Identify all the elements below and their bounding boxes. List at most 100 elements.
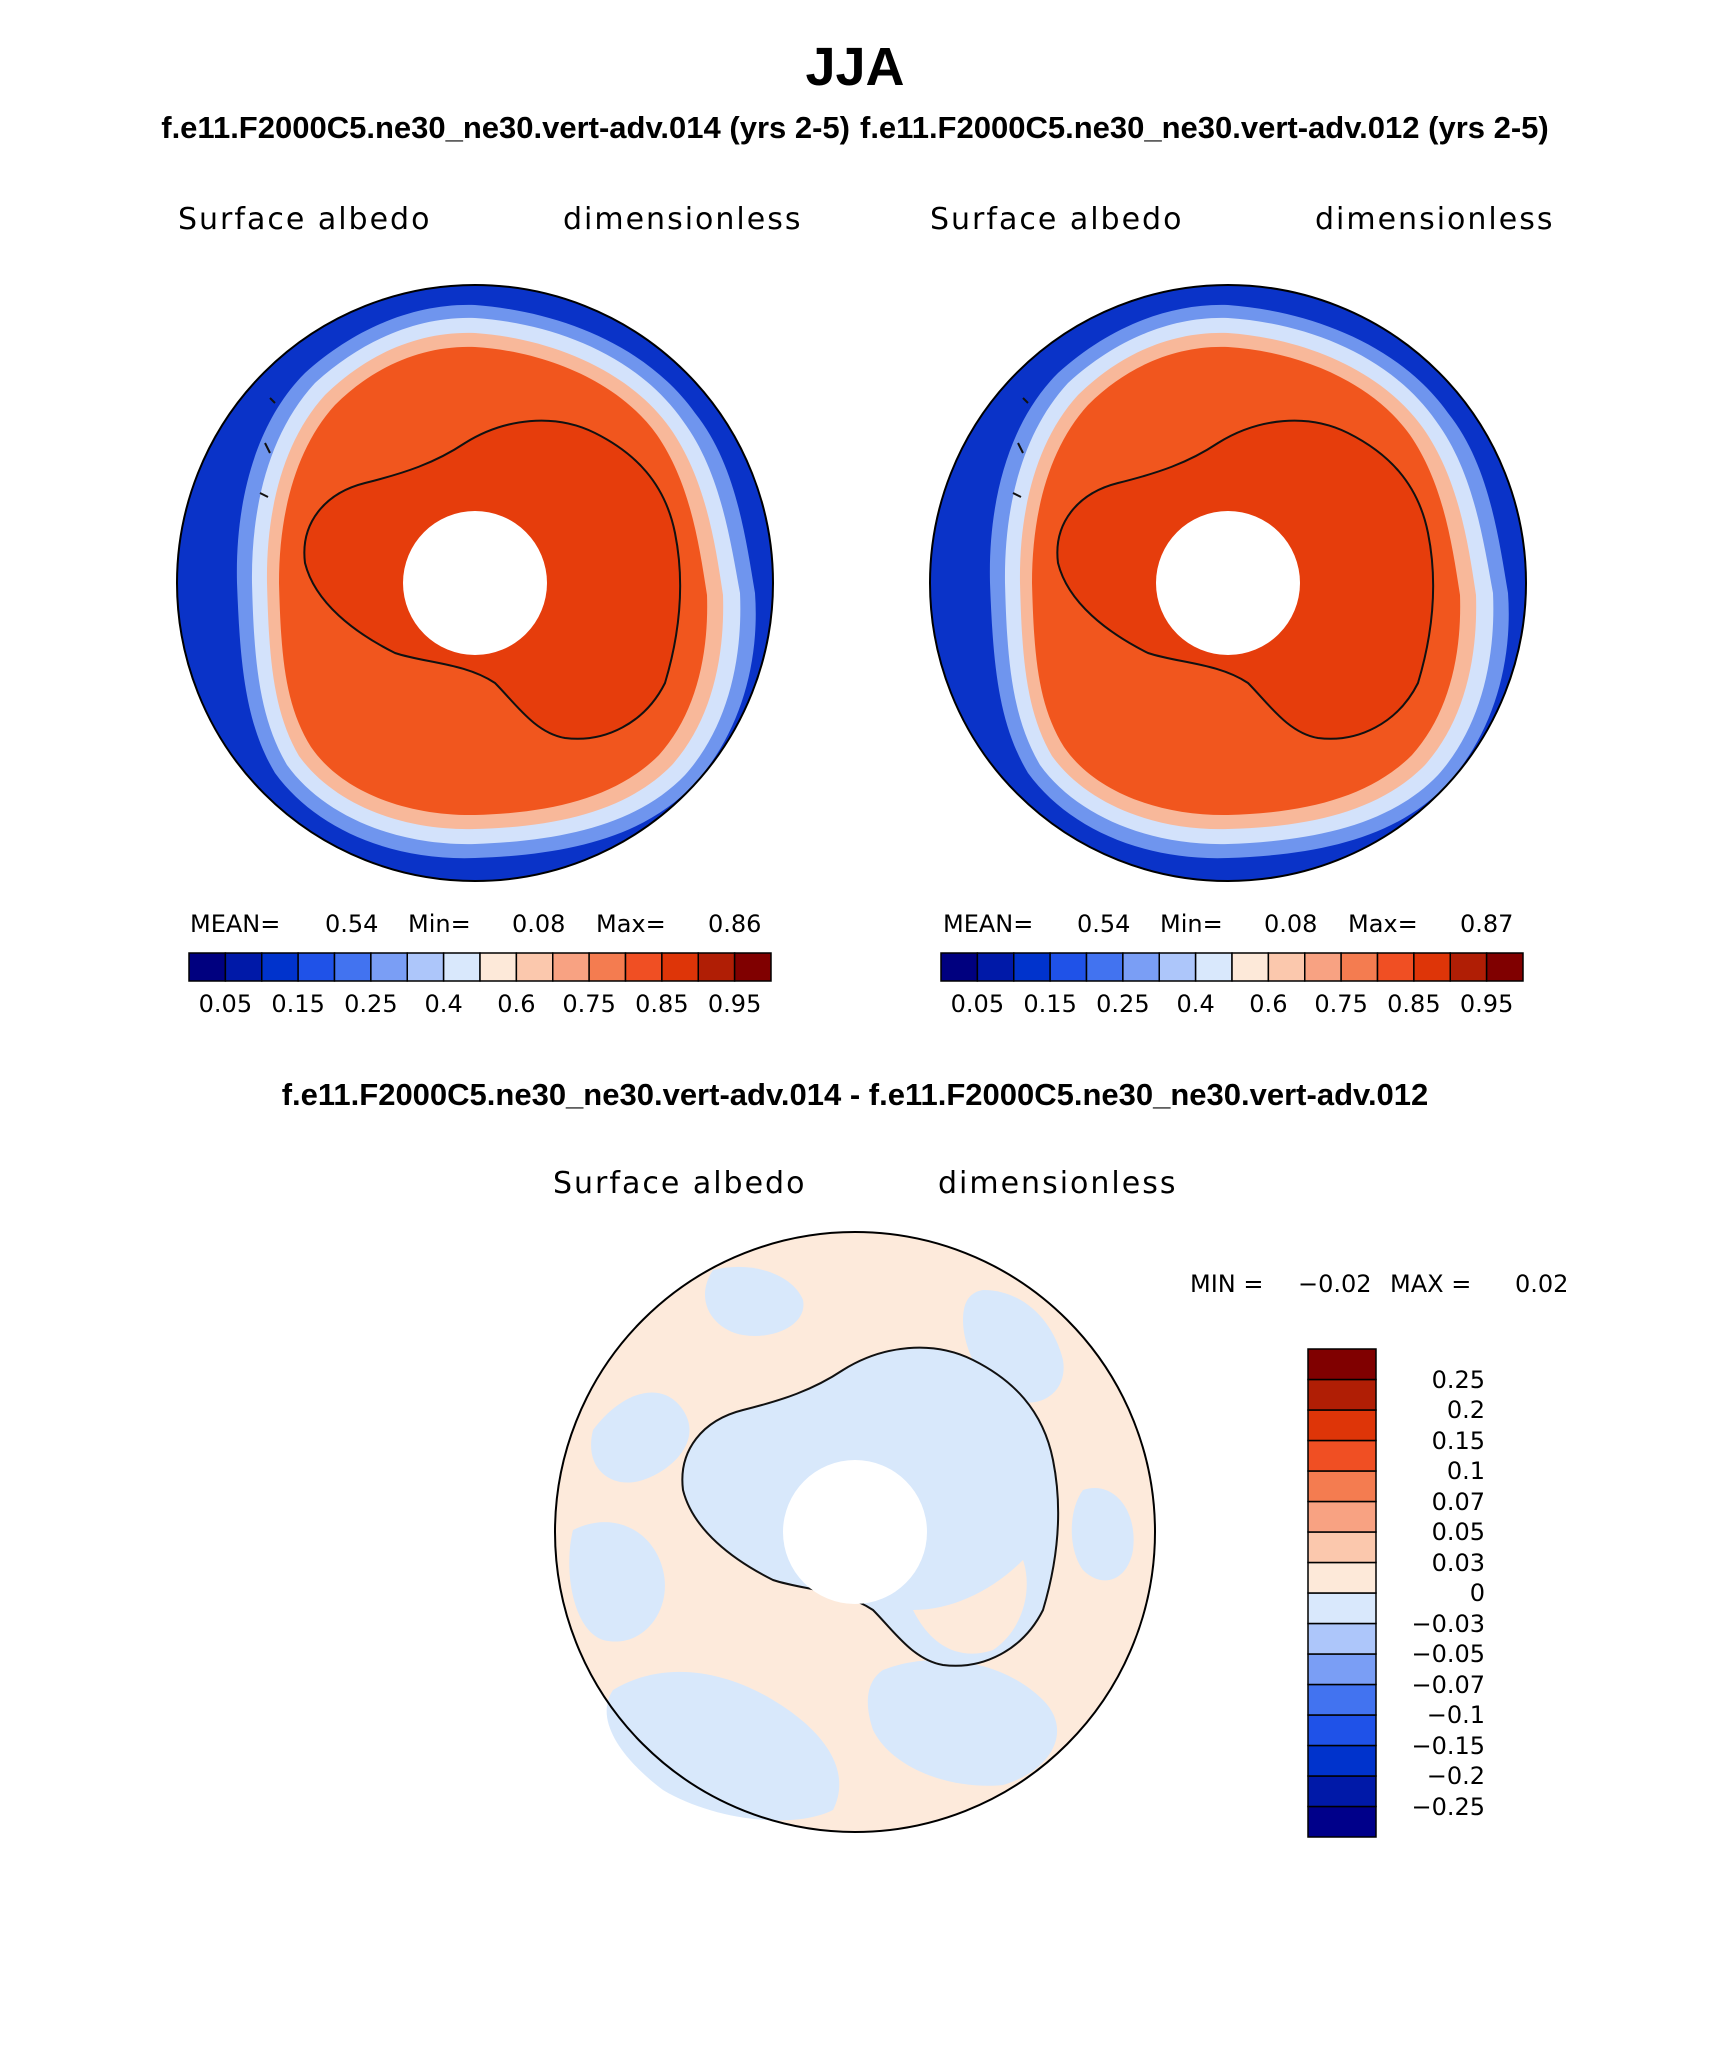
control-polar-map [929,284,1527,882]
control-min-value: 0.08 [1264,910,1318,938]
colorbar-tick-label: 0.2 [1446,1396,1485,1424]
difference-max-label: MAX = [1390,1270,1472,1298]
colorbar-swatch [1267,952,1306,982]
colorbar-swatch [1307,1683,1377,1716]
colorbar-swatch [1485,952,1524,982]
colorbar-tick-label: 0.1 [1446,1457,1485,1485]
colorbar-swatch [976,952,1015,982]
colorbar-swatch [1307,1775,1377,1808]
colorbar-swatch [1013,952,1051,982]
colorbar-tick-label: 0.75 [562,990,616,1018]
colorbar-tick-label: −0.1 [1426,1701,1485,1729]
colorbar-tick-label: 0.25 [1431,1365,1485,1394]
colorbar-tick-label: 0.05 [950,990,1005,1018]
difference-variable-label: Surface albedo [553,1166,807,1201]
colorbar-swatch [1085,952,1124,982]
colorbar-swatch [1307,1439,1377,1472]
colorbar-swatch [370,952,408,982]
colorbar-swatch [1307,1622,1377,1655]
colorbar-swatch [224,952,263,982]
colorbar-swatch [261,952,299,982]
control-mean-label: MEAN= [943,910,1034,938]
colorbar-swatch [552,952,590,982]
colorbar-swatch [188,952,227,982]
test-mean-value: 0.54 [325,910,379,938]
colorbar-tick-label: 0.75 [1314,990,1368,1018]
difference-min-label: MIN = [1190,1270,1264,1298]
colorbar-swatch [1307,1653,1377,1686]
colorbar-tick-label: 0.03 [1431,1548,1485,1577]
colorbar-tick-label: 0.05 [198,990,253,1018]
colorbar-tick-label: 0.15 [1023,990,1077,1018]
colorbar-swatch [624,952,663,982]
difference-units-label: dimensionless [938,1166,1178,1201]
colorbar-tick-label: 0.85 [635,990,689,1018]
colorbar-swatch [442,952,481,982]
control-units-label: dimensionless [1315,202,1555,237]
colorbar-swatch [1307,1714,1377,1747]
colorbar-swatch [1231,952,1270,982]
difference-colorbar-ticks: −0.25 −0.2 −0.15 −0.1 −0.07 −0.05 −0.03 0 0.03 0.… [1385,1348,1505,1838]
colorbar-swatch [940,952,979,982]
figure-title: JJA [805,37,905,97]
test-min-label: Min= [408,910,471,938]
colorbar-tick-label: 0.4 [1176,990,1215,1018]
colorbar-tick-label: 0.25 [344,990,398,1018]
colorbar-swatch [1449,952,1488,982]
control-min-label: Min= [1160,910,1223,938]
colorbar-tick-label: 0.07 [1431,1487,1485,1516]
test-units-label: dimensionless [563,202,803,237]
colorbar-tick-label: −0.15 [1411,1731,1485,1760]
colorbar-tick-label: 0.6 [497,990,536,1018]
colorbar-swatch [1340,952,1379,982]
test-polar-map [176,284,774,882]
colorbar-swatch [661,952,699,982]
control-variable-label: Surface albedo [930,202,1184,237]
colorbar-swatch [733,952,772,982]
colorbar-swatch [515,952,554,982]
test-max-value: 0.86 [708,910,762,938]
control-colorbar [940,952,1524,982]
test-case-title: f.e11.F2000C5.ne30_ne30.vert-adv.014 (yr… [161,110,850,145]
colorbar-swatch [1376,952,1415,982]
colorbar-swatch [406,952,445,982]
test-min-value: 0.08 [512,910,566,938]
colorbar-tick-label: 0 [1469,1579,1485,1607]
control-colorbar-ticks: 0.05 0.15 0.25 0.4 0.6 0.75 0.85 0.95 [940,990,1524,1020]
test-mean-label: MEAN= [190,910,281,938]
test-max-label: Max= [596,910,666,938]
control-max-label: Max= [1348,910,1418,938]
colorbar-swatch [1122,952,1160,982]
colorbar-swatch [1307,1592,1377,1625]
control-case-title: f.e11.F2000C5.ne30_ne30.vert-adv.012 (yr… [860,110,1549,145]
colorbar-tick-label: −0.2 [1426,1762,1485,1790]
colorbar-swatch [697,952,736,982]
colorbar-swatch [1307,1744,1377,1777]
colorbar-swatch [1307,1409,1377,1442]
colorbar-tick-label: 0.15 [1431,1426,1485,1455]
control-max-value: 0.87 [1460,910,1514,938]
colorbar-swatch [1307,1531,1377,1564]
colorbar-tick-label: −0.03 [1411,1609,1485,1638]
test-variable-label: Surface albedo [178,202,432,237]
difference-max-value: 0.02 [1515,1270,1569,1298]
colorbar-tick-label: 0.85 [1387,990,1441,1018]
colorbar-swatch [1307,1805,1377,1838]
colorbar-tick-label: −0.07 [1411,1670,1485,1699]
colorbar-swatch [1307,1348,1377,1381]
colorbar-swatch [1304,952,1342,982]
colorbar-swatch [1194,952,1233,982]
control-mean-value: 0.54 [1077,910,1131,938]
colorbar-swatch [1307,1561,1377,1594]
colorbar-swatch [479,952,518,982]
colorbar-swatch [1158,952,1197,982]
test-colorbar-ticks: 0.05 0.15 0.25 0.4 0.6 0.75 0.85 0.95 [188,990,772,1020]
colorbar-tick-label: −0.25 [1411,1792,1485,1821]
colorbar-swatch [333,952,372,982]
colorbar-tick-label: −0.05 [1411,1640,1485,1668]
difference-title: f.e11.F2000C5.ne30_ne30.vert-adv.014 - f… [281,1077,1429,1112]
colorbar-swatch [1049,952,1088,982]
colorbar-swatch [1413,952,1451,982]
colorbar-tick-label: 0.4 [424,990,463,1018]
colorbar-tick-label: 0.95 [1459,990,1514,1018]
